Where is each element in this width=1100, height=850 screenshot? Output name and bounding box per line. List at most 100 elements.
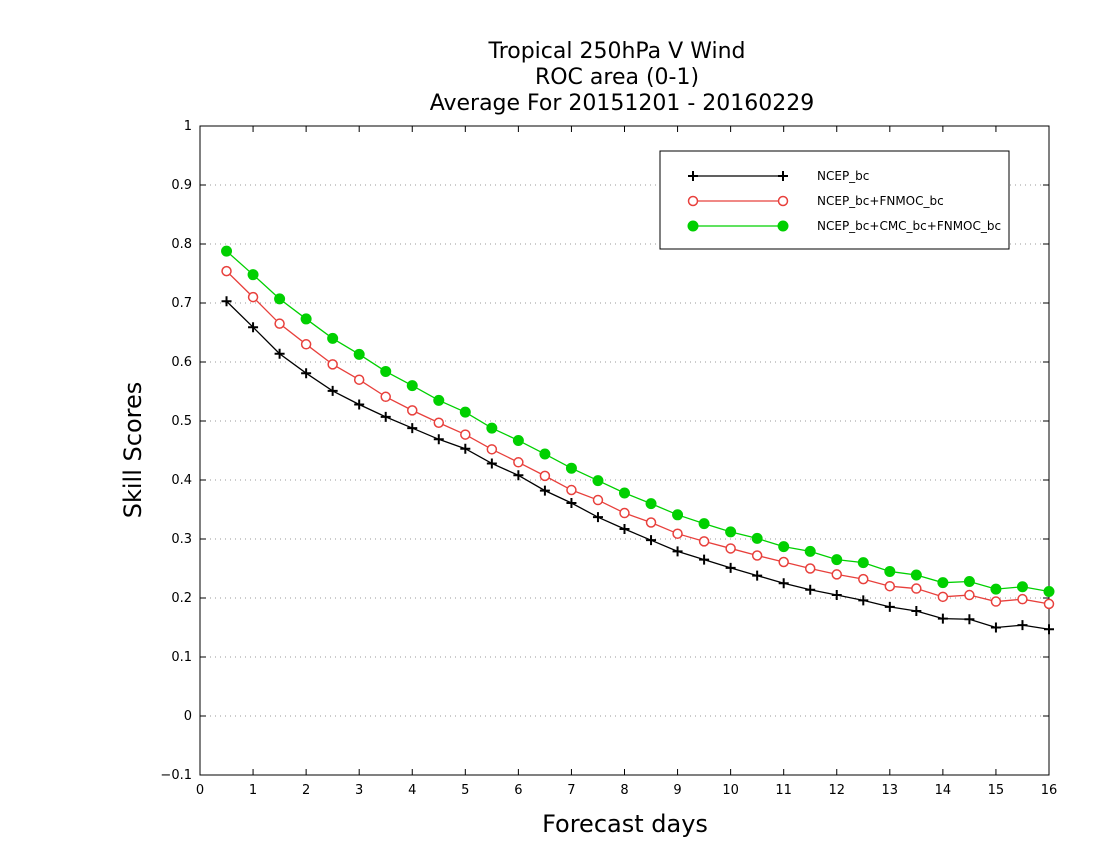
y-tick-label: 0.9: [171, 178, 192, 193]
x-tick-label: 2: [302, 783, 310, 798]
data-point: [221, 265, 232, 277]
title-line-period: Average For 20151201 - 20160229: [430, 91, 815, 116]
data-point: [778, 578, 789, 589]
data-point: [645, 498, 657, 510]
series-3: [221, 245, 1055, 598]
y-tick-label: 0.5: [171, 414, 192, 429]
data-point: [460, 443, 471, 454]
y-axis-title: Skill Scores: [119, 382, 147, 519]
data-point: [990, 622, 1001, 633]
x-tick-label: 13: [882, 783, 899, 798]
data-point: [725, 526, 737, 538]
data-point: [566, 484, 577, 496]
data-point: [433, 417, 445, 429]
legend-label: NCEP_bc+CMC_bc+FNMOC_bc: [817, 219, 1001, 233]
data-point: [619, 507, 630, 519]
data-point: [858, 595, 869, 606]
y-tick-label: 0.7: [171, 296, 192, 311]
data-point: [910, 569, 922, 581]
title-line-metric: ROC area (0-1): [535, 65, 699, 90]
data-point: [459, 406, 471, 418]
title-line-variable: Tropical 250hPa V Wind: [487, 39, 745, 64]
data-point: [645, 517, 657, 528]
data-point: [911, 605, 922, 616]
data-point: [380, 391, 391, 403]
data-point: [274, 348, 285, 359]
data-point: [858, 573, 869, 585]
data-point: [884, 580, 896, 592]
data-point: [937, 577, 949, 589]
legend-label: NCEP_bc+FNMOC_bc: [817, 194, 944, 208]
data-point: [512, 434, 524, 446]
data-point: [725, 543, 736, 554]
data-point: [911, 583, 922, 594]
data-point: [1043, 598, 1055, 610]
data-point: [725, 562, 736, 573]
data-point: [805, 584, 816, 595]
x-tick-label: 4: [408, 783, 416, 798]
x-tick-label: 8: [620, 783, 628, 798]
data-point: [937, 613, 948, 624]
data-point: [513, 457, 524, 468]
data-point: [751, 550, 763, 561]
data-point: [406, 380, 418, 392]
x-axis-title: Forecast days: [542, 810, 708, 838]
series-line: [226, 270, 1050, 605]
data-point: [539, 485, 550, 496]
data-point: [831, 554, 843, 566]
data-point: [274, 293, 286, 305]
data-point: [433, 434, 444, 445]
data-point: [964, 614, 975, 625]
data-point: [1044, 624, 1054, 635]
data-point: [513, 470, 524, 481]
x-tick-label: 0: [196, 783, 204, 798]
data-point: [592, 512, 603, 523]
x-tick-label: 6: [514, 783, 522, 798]
x-tick-label: 5: [461, 783, 469, 798]
data-point: [221, 296, 232, 307]
y-axis: −0.1 0 0.1 0.2 0.3 0.4 0.5 0.6 0.7 0.8 0.9 1: [160, 119, 1049, 783]
data-point: [672, 528, 683, 539]
data-point: [353, 348, 365, 360]
legend-entry: NCEP_bc: [688, 169, 869, 183]
data-point: [1016, 581, 1028, 593]
data-point: [884, 565, 896, 577]
data-point: [857, 557, 869, 569]
data-point: [778, 556, 789, 568]
y-tick-label: 0: [184, 709, 192, 724]
y-tick-label: 0.3: [171, 532, 192, 547]
data-point: [672, 546, 683, 557]
data-point: [1017, 593, 1028, 605]
data-point: [752, 570, 763, 581]
data-point: [990, 596, 1002, 607]
data-point: [460, 429, 471, 440]
data-point: [592, 494, 604, 506]
data-point: [407, 405, 418, 416]
data-point: [831, 590, 842, 601]
data-point: [646, 535, 657, 546]
data-point: [539, 448, 551, 460]
legend-marker: [778, 171, 788, 181]
y-tick-label: 0.2: [171, 591, 192, 606]
legend: NCEP_bc NCEP_bc+FNMOC_bc NCEP_bc+CMC_bc+FN…: [659, 150, 1010, 250]
data-point: [539, 470, 551, 482]
y-tick-label: 1: [184, 119, 192, 134]
data-point: [778, 541, 790, 553]
x-tick-label: 16: [1041, 783, 1058, 798]
data-point: [565, 462, 577, 474]
legend-box: [659, 150, 1010, 250]
data-point: [964, 589, 975, 601]
data-point: [619, 487, 630, 499]
data-point: [804, 563, 816, 574]
data-point: [433, 394, 445, 406]
x-axis: 0 1 2 3 4 5 6 7 8 9 10 11 12 13 14 15 16: [196, 126, 1057, 798]
data-point: [937, 591, 949, 603]
data-point: [300, 313, 312, 325]
data-point: [804, 545, 816, 557]
series-2: [221, 265, 1055, 610]
x-tick-label: 9: [673, 783, 681, 798]
data-point: [486, 444, 498, 455]
data-point: [619, 523, 630, 534]
y-tick-label: 0.1: [171, 650, 192, 665]
